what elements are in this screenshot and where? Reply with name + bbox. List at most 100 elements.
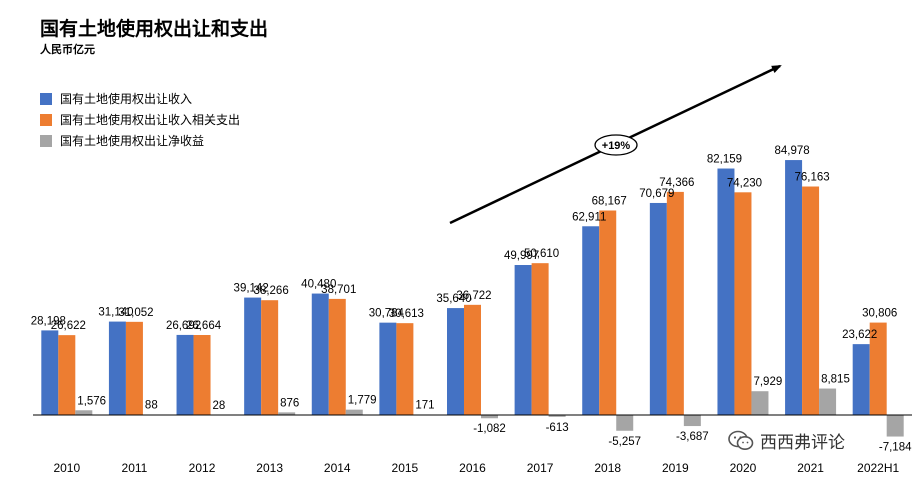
bar-revenue-2011 xyxy=(108,321,126,415)
x-tick-label-2013: 2013 xyxy=(256,461,283,475)
watermark-text: 西西弗评论 xyxy=(760,433,845,453)
bar-expense-2012 xyxy=(193,335,211,415)
data-label-net-2020: 7,929 xyxy=(753,376,782,388)
x-tick-label-2015: 2015 xyxy=(392,461,419,475)
bar-expense-2015 xyxy=(396,323,414,415)
x-tick-label-2018: 2018 xyxy=(594,461,621,475)
data-label-expense-2015: 30,613 xyxy=(389,308,424,320)
bar-expense-2020 xyxy=(734,192,752,415)
data-label-net-2017: -613 xyxy=(546,422,569,434)
legend-item-net: 国有土地使用权出让净收益 xyxy=(40,130,240,151)
bar-expense-2016 xyxy=(464,304,481,415)
wechat-icon xyxy=(728,430,754,450)
bar-expense-2019 xyxy=(666,191,684,415)
data-label-revenue-2010: 28,198 xyxy=(31,315,66,327)
x-tick-label-2014: 2014 xyxy=(324,461,351,475)
data-label-net-2022h1: -7,184 xyxy=(879,442,912,454)
bar-net-2021 xyxy=(819,388,837,415)
watermark: 西西弗评论 xyxy=(728,428,845,453)
data-label-expense-2012: 26,664 xyxy=(186,320,222,332)
bar-expense-2011 xyxy=(125,321,143,415)
bar-revenue-2018 xyxy=(582,226,600,415)
bar-revenue-2021 xyxy=(785,160,803,415)
x-tick-label-2012: 2012 xyxy=(189,461,216,475)
bar-revenue-2013 xyxy=(244,297,262,415)
data-label-revenue-2011: 31,140 xyxy=(98,307,133,319)
x-tick-label-2011: 2011 xyxy=(122,461,148,475)
data-label-net-2015: 171 xyxy=(415,399,434,411)
data-label-net-2016: -1,082 xyxy=(473,423,506,435)
data-label-net-2021: 8,815 xyxy=(821,374,850,386)
x-tick-label-2021: 2021 xyxy=(797,461,824,475)
legend-item-expense: 国有土地使用权出让收入相关支出 xyxy=(40,109,240,130)
data-label-expense-2022h1: 30,806 xyxy=(862,308,897,320)
bar-revenue-2020 xyxy=(717,168,735,415)
bar-expense-2021 xyxy=(802,186,820,415)
legend-label-expense: 国有土地使用权出让收入相关支出 xyxy=(60,113,241,127)
legend-swatch-revenue xyxy=(40,92,52,105)
data-label-expense-2016: 36,722 xyxy=(456,290,491,302)
x-tick-label-2016: 2016 xyxy=(459,461,486,475)
data-label-expense-2020: 74,230 xyxy=(727,177,762,189)
bar-net-2017 xyxy=(548,415,566,417)
x-tick-label-2010: 2010 xyxy=(53,461,80,475)
bar-net-2022h1 xyxy=(886,415,904,437)
chart-subtitle: 人民币亿元 xyxy=(40,43,95,56)
x-tick-label-2022h1: 2022H1 xyxy=(857,461,899,475)
bar-revenue-2012 xyxy=(176,334,194,415)
legend-item-revenue: 国有土地使用权出让收入 xyxy=(40,88,240,109)
bar-net-2020 xyxy=(751,391,769,415)
bar-expense-2014 xyxy=(328,298,346,415)
data-label-revenue-2013: 39,142 xyxy=(234,283,269,295)
bar-revenue-2014 xyxy=(311,293,329,415)
bar-revenue-2022h1 xyxy=(852,344,870,415)
bar-revenue-2015 xyxy=(379,322,397,415)
data-label-expense-2013: 38,266 xyxy=(254,285,289,297)
data-label-net-2019: -3,687 xyxy=(676,431,709,443)
data-label-net-2013: 876 xyxy=(280,397,299,409)
data-label-net-2012: 28 xyxy=(213,400,226,412)
data-label-revenue-2014: 40,480 xyxy=(301,279,336,291)
data-label-revenue-2018: 62,911 xyxy=(572,211,606,223)
x-tick-label-2017: 2017 xyxy=(527,461,554,475)
x-tick-label-2020: 2020 xyxy=(730,461,757,475)
bar-net-2016 xyxy=(481,415,498,419)
data-label-expense-2018: 68,167 xyxy=(592,195,627,207)
growth-label: +19% xyxy=(602,140,631,152)
bar-revenue-2016 xyxy=(447,308,464,415)
data-label-revenue-2016: 35,640 xyxy=(436,293,471,305)
bar-expense-2017 xyxy=(531,263,549,415)
data-label-expense-2017: 50,610 xyxy=(524,248,559,260)
data-label-revenue-2017: 49,997 xyxy=(504,250,539,262)
data-label-net-2014: 1,779 xyxy=(348,395,377,407)
bar-expense-2018 xyxy=(599,210,617,415)
bar-net-2013 xyxy=(278,412,296,415)
bar-expense-2022h1 xyxy=(869,322,887,415)
data-label-revenue-2015: 30,784 xyxy=(369,308,405,320)
data-label-expense-2021: 76,163 xyxy=(794,172,829,184)
data-label-expense-2014: 38,701 xyxy=(321,284,356,296)
x-tick-label-2019: 2019 xyxy=(662,461,689,475)
data-label-revenue-2021: 84,978 xyxy=(774,145,809,157)
legend-label-net: 国有土地使用权出让净收益 xyxy=(60,134,205,148)
bar-revenue-2010 xyxy=(41,330,59,415)
bar-expense-2013 xyxy=(261,300,279,415)
bar-net-2014 xyxy=(345,409,363,415)
data-label-revenue-2019: 70,679 xyxy=(639,188,674,200)
bar-revenue-2017 xyxy=(514,265,532,415)
data-label-net-2010: 1,576 xyxy=(77,395,106,407)
bar-net-2019 xyxy=(683,415,701,427)
legend-label-revenue: 国有土地使用权出让收入 xyxy=(60,92,193,106)
data-label-net-2011: 88 xyxy=(145,400,158,412)
data-label-revenue-2022h1: 23,622 xyxy=(842,329,877,341)
bar-revenue-2019 xyxy=(649,202,667,415)
data-label-expense-2011: 31,052 xyxy=(118,307,153,319)
legend-swatch-net xyxy=(40,134,52,147)
data-label-expense-2019: 74,366 xyxy=(659,177,694,189)
data-label-revenue-2020: 82,159 xyxy=(707,154,742,166)
bar-net-2010 xyxy=(75,410,93,415)
data-label-expense-2010: 26,622 xyxy=(51,320,86,332)
bar-net-2018 xyxy=(616,415,634,431)
legend-swatch-expense xyxy=(40,113,52,126)
